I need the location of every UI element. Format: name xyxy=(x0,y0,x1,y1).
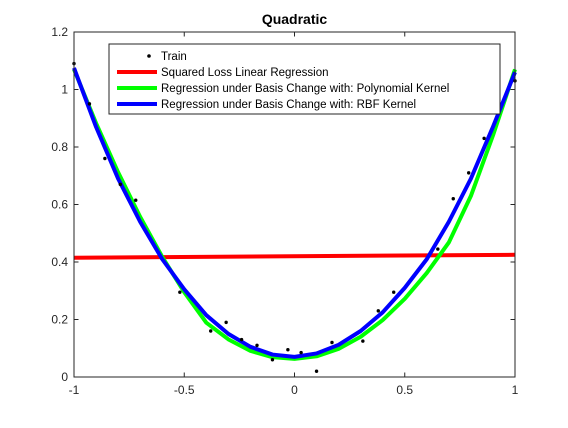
train-point xyxy=(392,290,396,294)
train-point xyxy=(482,136,486,141)
y-tick-label: 0.2 xyxy=(51,313,68,327)
train-point xyxy=(103,156,107,161)
legend-marker xyxy=(147,54,151,58)
x-tick-label: 1 xyxy=(512,383,519,397)
series-line-3 xyxy=(72,67,517,359)
legend-entry: Train xyxy=(161,51,187,63)
legend-box xyxy=(108,43,501,115)
train-point xyxy=(209,329,213,333)
y-tick-label: 0.4 xyxy=(51,255,68,269)
train-point xyxy=(134,198,138,202)
train-point xyxy=(255,343,259,348)
train-point xyxy=(436,247,440,251)
y-tick-label: 0.8 xyxy=(51,140,68,154)
x-tick-label: -0.5 xyxy=(174,383,195,397)
train-point xyxy=(239,337,244,342)
train-point xyxy=(224,320,228,325)
train-point xyxy=(466,171,471,175)
train-point xyxy=(314,369,319,373)
x-tick-label: -1 xyxy=(69,383,80,397)
y-tick-label: 0.6 xyxy=(51,198,68,212)
ticks-layer: -1 -0.5 0 0.5 1 0 0.2 0.4 0.6 0.8 1 1.2 xyxy=(51,25,518,397)
y-tick-label: 0 xyxy=(61,370,68,384)
legend: Train Squared Loss Linear Regression Regre… xyxy=(108,43,501,115)
train-point xyxy=(361,339,365,343)
legend-entry: Regression under Basis Change with: RBF … xyxy=(161,99,416,111)
legend-entry: Squared Loss Linear Regression xyxy=(161,67,329,79)
legend-entry: Regression under Basis Change with: Poly… xyxy=(161,83,449,95)
y-tick-label: 1 xyxy=(61,83,68,97)
train-point xyxy=(376,309,380,313)
train-point xyxy=(118,182,123,187)
x-tick-label: 0.5 xyxy=(396,383,413,397)
train-point xyxy=(330,340,334,345)
train-point xyxy=(87,102,92,106)
series-line-2 xyxy=(72,68,517,361)
train-point xyxy=(451,197,455,201)
train-point xyxy=(286,347,290,352)
x-tick-label: 0 xyxy=(291,383,298,397)
train-point xyxy=(299,350,303,355)
series-layer xyxy=(72,61,517,373)
train-point xyxy=(178,290,182,294)
train-point xyxy=(270,358,275,362)
y-tick-label: 1.2 xyxy=(51,25,68,39)
chart-title: Quadratic xyxy=(262,11,328,27)
